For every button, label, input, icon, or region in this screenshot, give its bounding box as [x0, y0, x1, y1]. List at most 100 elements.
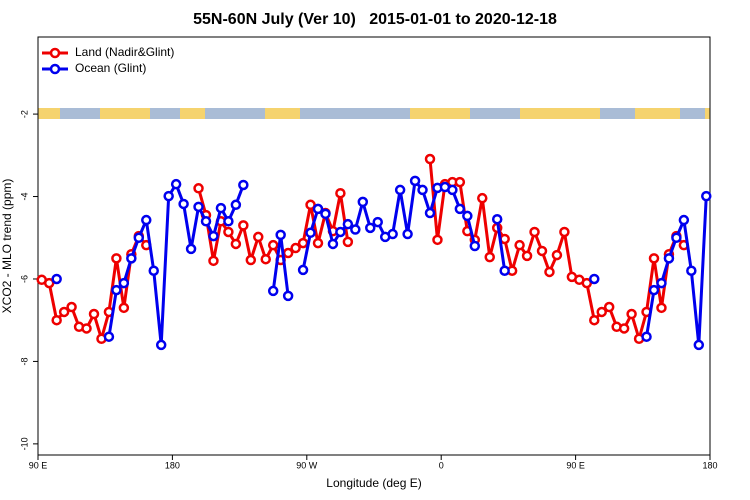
- data-point: [312, 237, 324, 249]
- data-point: [260, 253, 271, 265]
- land-ocean-strip: [38, 108, 710, 119]
- data-point: [409, 175, 421, 187]
- data-point: [589, 314, 600, 326]
- data-point: [544, 266, 555, 278]
- data-point: [282, 290, 294, 302]
- data-point: [372, 216, 383, 228]
- data-point: [551, 249, 563, 261]
- legend-marker: [49, 63, 61, 75]
- data-point: [656, 302, 667, 314]
- data-point: [178, 198, 189, 210]
- data-point: [686, 265, 697, 276]
- data-point: [215, 202, 227, 214]
- data-point: [58, 306, 70, 318]
- data-point: [499, 265, 510, 276]
- x-tick-label: 0: [439, 460, 444, 470]
- data-point: [477, 192, 488, 204]
- y-tick-label: -8: [19, 357, 29, 365]
- legend-label: Ocean (Glint): [75, 61, 146, 75]
- data-point: [462, 210, 473, 222]
- data-point: [618, 323, 630, 334]
- strip-ocean: [470, 108, 520, 119]
- data-point: [454, 203, 466, 215]
- data-point: [648, 284, 660, 296]
- data-point: [238, 220, 249, 231]
- x-tick-label: 90 E: [566, 460, 585, 470]
- strip-ocean: [60, 108, 100, 119]
- data-point: [118, 302, 130, 314]
- y-tick-label: -2: [19, 110, 29, 118]
- data-point: [365, 222, 376, 234]
- data-point: [230, 199, 242, 211]
- x-tick-label: 180: [702, 460, 717, 470]
- data-point: [320, 208, 331, 220]
- data-point: [51, 314, 62, 326]
- data-point: [335, 187, 346, 199]
- data-point: [297, 237, 309, 249]
- data-point: [491, 213, 503, 225]
- y-axis-label: XCO2 - MLO trend (ppm): [0, 179, 14, 314]
- data-point: [141, 214, 152, 226]
- data-point: [589, 273, 600, 285]
- data-point: [155, 339, 167, 351]
- data-point: [521, 250, 533, 262]
- data-point: [648, 253, 660, 264]
- data-point: [387, 228, 398, 240]
- data-point: [432, 234, 443, 246]
- data-point: [111, 253, 122, 264]
- data-point: [350, 224, 361, 235]
- data-point: [596, 306, 607, 318]
- data-point: [484, 251, 495, 263]
- data-point: [536, 245, 548, 257]
- x-tick-label: 90 E: [29, 460, 48, 470]
- data-point: [305, 199, 316, 211]
- data-point: [126, 253, 137, 264]
- x-axis-label: Longitude (deg E): [326, 476, 421, 490]
- data-point: [118, 277, 130, 289]
- chart-title: 55N-60N July (Ver 10) 2015-01-01 to 2020…: [193, 11, 557, 28]
- data-point: [223, 226, 234, 238]
- data-point: [454, 176, 466, 188]
- data-point: [267, 285, 279, 297]
- data-point: [81, 323, 92, 334]
- data-point: [305, 227, 316, 239]
- y-tick-label: -10: [19, 437, 29, 450]
- data-point: [223, 216, 234, 227]
- data-point: [335, 226, 346, 238]
- data-point: [693, 339, 705, 351]
- data-point: [678, 214, 690, 226]
- data-point: [656, 277, 667, 289]
- data-point: [469, 240, 481, 252]
- data-point: [163, 190, 174, 202]
- data-point: [88, 308, 100, 320]
- data-point: [185, 243, 197, 255]
- legend-marker: [49, 47, 61, 59]
- data-point: [193, 183, 204, 194]
- strip-ocean: [205, 108, 265, 119]
- legend-label: Land (Nadir&Glint): [75, 45, 174, 59]
- data-point: [581, 277, 593, 289]
- data-point: [394, 184, 406, 196]
- data-point: [312, 203, 324, 215]
- data-point: [238, 179, 249, 191]
- data-point: [626, 308, 637, 320]
- data-point: [208, 230, 219, 242]
- data-point: [327, 238, 339, 250]
- data-point: [290, 242, 301, 254]
- data-point: [200, 216, 212, 227]
- data-point: [701, 190, 712, 202]
- strip-ocean: [300, 108, 410, 119]
- data-point: [402, 228, 413, 240]
- data-point: [66, 301, 77, 313]
- x-tick-label: 90 W: [296, 460, 318, 470]
- data-point: [51, 273, 62, 285]
- data-point: [193, 201, 204, 213]
- data-point: [170, 178, 182, 190]
- data-point: [111, 284, 122, 296]
- data-point: [267, 239, 279, 251]
- data-point: [230, 238, 242, 250]
- data-point: [342, 236, 354, 248]
- data-point: [342, 218, 354, 230]
